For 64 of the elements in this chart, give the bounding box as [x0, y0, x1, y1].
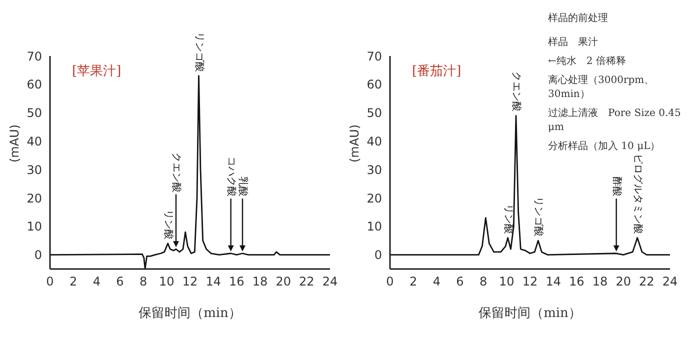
- annotation: 过滤上清液 Pore Size 0.45 μm: [548, 107, 682, 135]
- x-tick-label: 16: [229, 274, 244, 289]
- annotation: リンゴ酸: [532, 196, 545, 237]
- annotation: ←纯水 2 倍稀释: [548, 55, 627, 69]
- text: [苹果汁]: [72, 63, 122, 80]
- x-tick-label: 0: [46, 274, 54, 289]
- x-tick-label: 0: [386, 274, 394, 289]
- annotation: リン酸: [162, 209, 174, 240]
- y-tick-label: 50: [26, 106, 42, 120]
- y-tick-label: 70: [26, 49, 42, 64]
- y-tick-label: 50: [366, 106, 382, 120]
- x-tick-label: 10: [499, 274, 514, 289]
- annotation: 乳酸: [237, 176, 249, 197]
- x-tick-label: 4: [432, 274, 440, 289]
- x-tick-label: 18: [252, 274, 268, 289]
- x-tick-label: 20: [276, 274, 291, 289]
- y-tick-label: 0: [374, 248, 382, 262]
- text: 样品的前处理: [548, 12, 609, 26]
- y-tick-label: 10: [26, 220, 42, 234]
- annotation: 分析样品（加入 10 μL）: [548, 140, 662, 154]
- annotation: 离心处理（3000rpm、30min）: [548, 74, 656, 102]
- x-tick-label: 22: [639, 274, 654, 289]
- x-tick-label: 10: [159, 274, 174, 289]
- x-axis-title: 保留时间（min）: [138, 306, 242, 321]
- x-tick-label: 14: [206, 274, 221, 289]
- x-tick-label: 6: [456, 274, 464, 289]
- y-tick-label: 40: [366, 134, 382, 148]
- y-tick-label: 10: [366, 220, 382, 234]
- x-tick-label: 2: [70, 274, 78, 289]
- text: [番茄汁]: [412, 63, 462, 80]
- x-tick-label: 6: [116, 274, 124, 289]
- y-tick-label: 20: [366, 191, 382, 206]
- text: 样品 果汁: [548, 36, 599, 50]
- x-tick-label: 24: [322, 274, 338, 289]
- y-axis-title: (mAU): [7, 124, 22, 162]
- x-tick-label: 8: [140, 274, 148, 289]
- y-tick-label: 40: [26, 134, 42, 148]
- x-tick-label: 18: [592, 274, 608, 289]
- x-tick-label: 16: [569, 274, 584, 289]
- y-tick-label: 60: [26, 78, 42, 92]
- x-tick-label: 8: [480, 274, 488, 289]
- x-tick-label: 12: [182, 274, 198, 289]
- y-tick-label: 30: [26, 162, 42, 177]
- annotation: リンゴ酸: [193, 32, 206, 72]
- annotation: ピログルタミン酸: [632, 154, 644, 234]
- y-tick-label: 30: [366, 162, 382, 177]
- annotation: クエン酸: [510, 72, 522, 112]
- x-tick-label: 20: [616, 274, 631, 289]
- annotation: クエン酸: [170, 152, 182, 192]
- annotation: リン酸: [502, 204, 514, 234]
- y-axis-title: (mAU): [347, 124, 362, 162]
- y-tick-label: 20: [26, 191, 42, 206]
- y-tick-label: 70: [366, 49, 382, 64]
- annotation: コハク酸: [225, 156, 238, 197]
- y-tick-label: 60: [366, 78, 382, 92]
- x-tick-label: 12: [522, 274, 538, 289]
- y-tick-label: 0: [34, 248, 42, 262]
- x-tick-label: 14: [546, 274, 561, 289]
- annotation: 酢酸: [610, 176, 623, 197]
- x-axis-title: 保留时间（min）: [478, 306, 582, 321]
- x-tick-label: 24: [662, 274, 678, 289]
- x-tick-label: 2: [410, 274, 418, 289]
- x-tick-label: 4: [92, 274, 100, 289]
- x-tick-label: 22: [299, 274, 314, 289]
